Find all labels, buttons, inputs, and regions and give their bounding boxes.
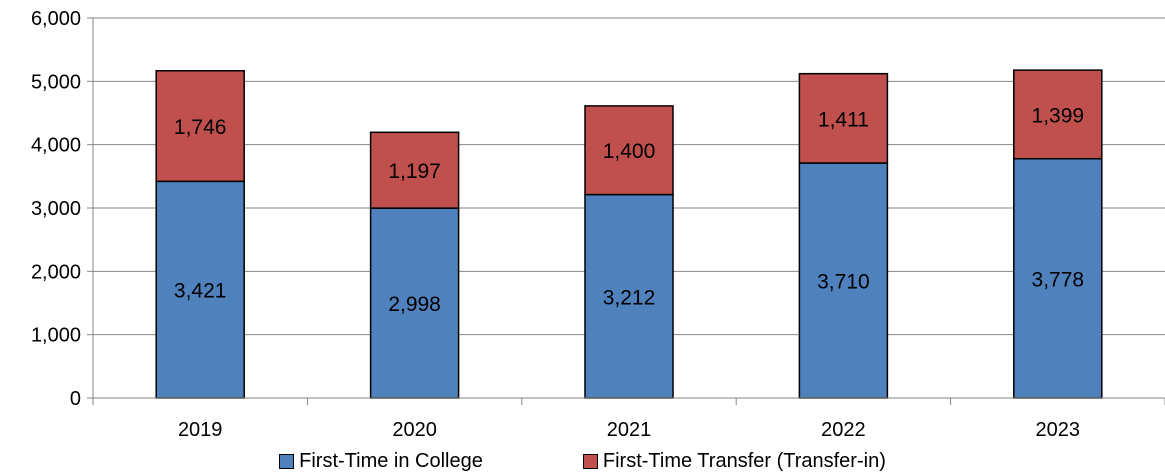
x-tick-label: 2023	[1036, 419, 1081, 441]
x-axis-tick-labels: 2019 2020 2021 2022 2023	[178, 419, 1080, 441]
data-label: 3,421	[174, 280, 227, 303]
y-tick-label: 2,000	[31, 261, 81, 283]
bar-first-time-transfer-2021	[584, 105, 674, 196]
y-tick-label: 4,000	[31, 135, 81, 157]
x-tick-label: 2020	[392, 419, 437, 441]
bar-first-time-in-college-2021	[584, 193, 674, 399]
legend-item-first-time-transfer: First-Time Transfer (Transfer-in)	[582, 449, 886, 473]
legend-label: First-Time Transfer (Transfer-in)	[602, 449, 886, 472]
bar-first-time-transfer-2022	[798, 72, 889, 164]
y-tick-label: 1,000	[31, 325, 81, 347]
legend-swatch-blue	[279, 453, 295, 469]
data-label: 1,411	[818, 108, 869, 131]
stacked-bar-chart: 0 1,000 2,000 3,000 4,000 5,000 6,000 2019 2020…	[31, 8, 1165, 441]
x-tick-label: 2021	[607, 419, 652, 441]
data-label: 3,778	[1032, 268, 1085, 291]
data-label: 1,197	[388, 160, 441, 183]
bar-first-time-transfer-2020	[369, 131, 460, 209]
data-labels: 3,421 1,746 2,998 1,197 3,212 1,400 3,710 1,411…	[174, 104, 1084, 316]
y-tick-label: 5,000	[31, 71, 81, 93]
data-label: 2,998	[388, 293, 441, 316]
legend-swatch-red	[582, 453, 598, 469]
legend-label: First-Time in College	[299, 449, 483, 472]
data-label: 3,212	[603, 286, 656, 309]
data-label: 1,746	[174, 116, 227, 139]
bars	[155, 69, 1103, 399]
x-tick-label: 2022	[821, 419, 866, 441]
data-label: 1,400	[603, 140, 656, 163]
y-tick-label: 0	[70, 388, 81, 410]
bar-first-time-transfer-2019	[155, 70, 245, 183]
y-tick-label: 3,000	[31, 198, 81, 220]
bar-first-time-transfer-2023	[1013, 69, 1103, 160]
bar-first-time-in-college-2022	[798, 162, 889, 399]
y-axis-tick-labels: 0 1,000 2,000 3,000 4,000 5,000 6,000	[31, 8, 81, 410]
legend-item-first-time-in-college: First-Time in College	[279, 450, 483, 473]
data-label: 1,399	[1032, 104, 1085, 127]
bar-first-time-in-college-2020	[369, 207, 460, 399]
axes	[87, 17, 1165, 405]
data-label: 3,710	[817, 271, 870, 294]
y-tick-label: 6,000	[31, 8, 81, 30]
legend: First-Time in College First-Time Transfe…	[0, 448, 1165, 474]
x-tick-label: 2019	[178, 419, 223, 441]
